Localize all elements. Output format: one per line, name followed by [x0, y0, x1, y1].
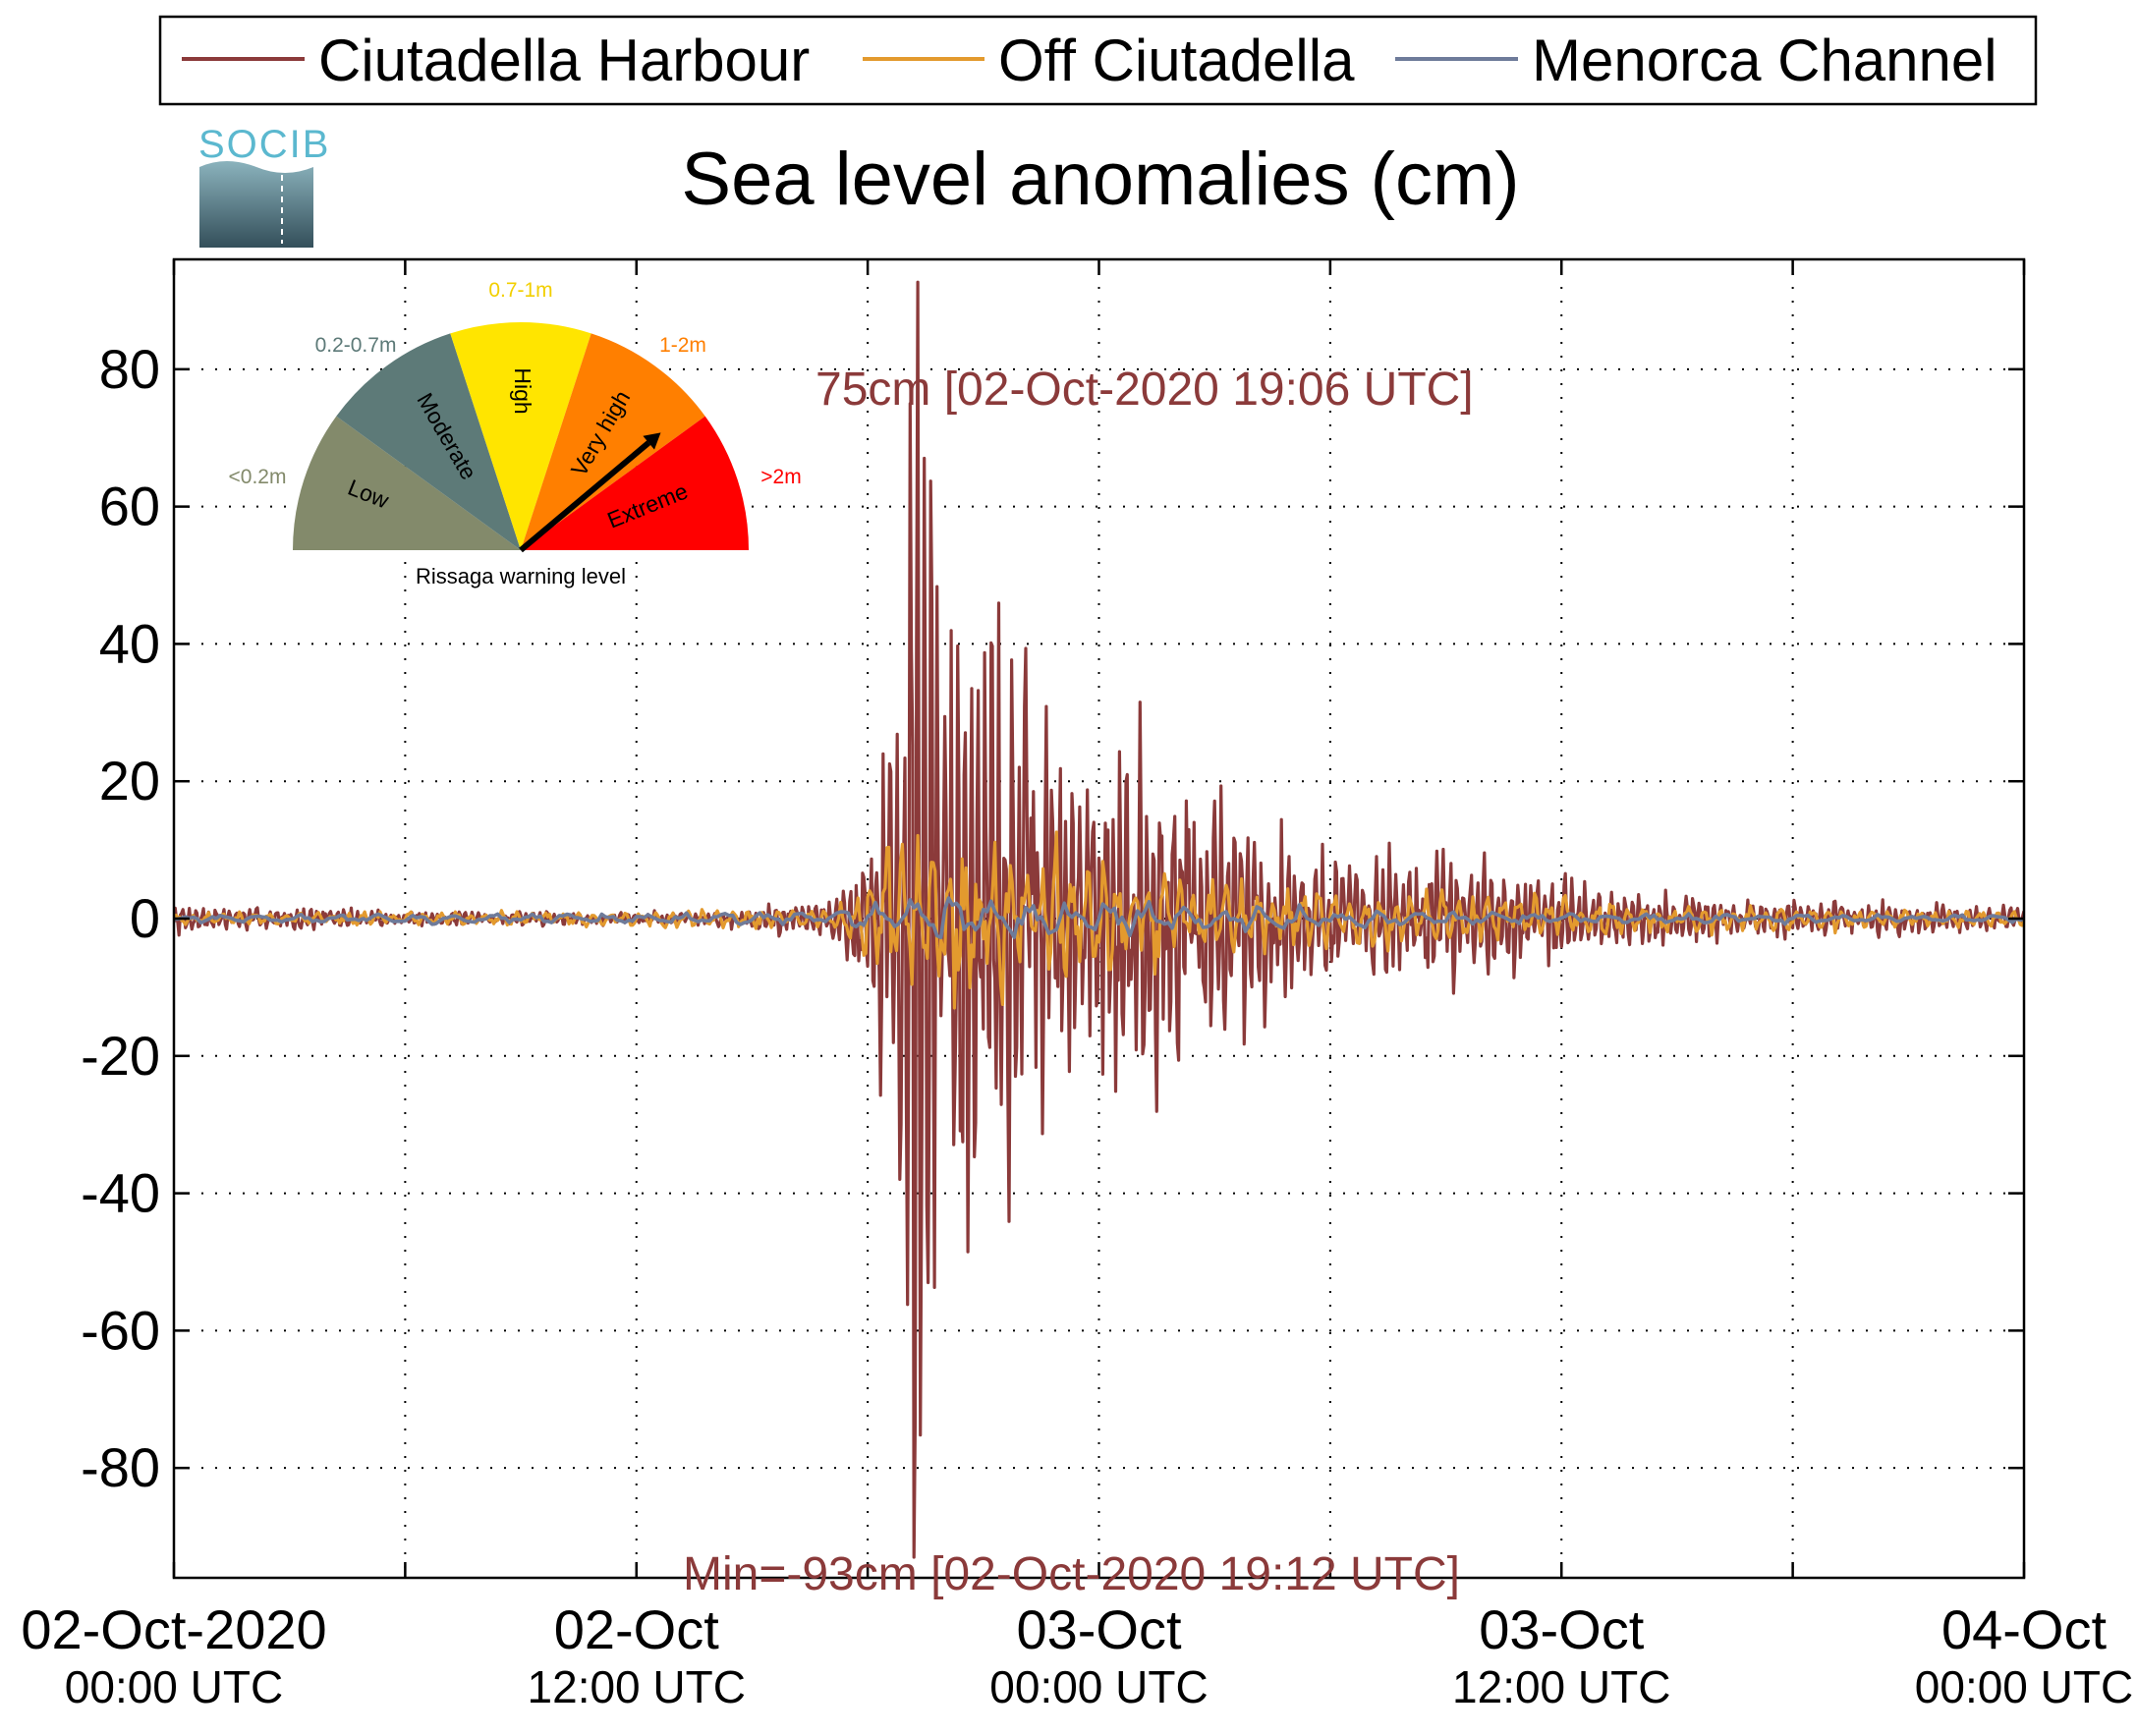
gauge-needle	[519, 440, 651, 553]
gauge-segment	[521, 416, 749, 550]
logo-text: SOCIB	[198, 123, 330, 166]
y-tick-label: 0	[130, 887, 160, 949]
legend-label-off: Off Ciutadella	[998, 28, 1355, 93]
gauge-segment	[521, 333, 705, 550]
x-tick-date: 02-Oct	[554, 1598, 719, 1660]
y-tick-label: -20	[81, 1025, 160, 1087]
x-tick-time: 00:00 UTC	[65, 1661, 283, 1712]
y-tick-label: 80	[99, 338, 160, 400]
max-annotation: 75cm [02-Oct-2020 19:06 UTC]	[815, 364, 1474, 416]
x-tick-time: 00:00 UTC	[1915, 1661, 2133, 1712]
gauge-range-label: <0.2m	[229, 466, 287, 488]
gauge-range-label: 0.2-0.7m	[315, 334, 397, 357]
gauge-range-label: 1-2m	[659, 334, 706, 357]
y-tick-label: -80	[81, 1436, 160, 1498]
chart-title: Sea level anomalies (cm)	[681, 138, 1519, 221]
min-annotation: Min=-93cm [02-Oct-2020 19:12 UTC]	[683, 1548, 1460, 1600]
gauge-range-label: >2m	[760, 466, 801, 488]
x-tick-date: 02-Oct-2020	[21, 1598, 326, 1660]
axis-ticks	[172, 259, 2026, 1578]
y-tick-label: 60	[99, 476, 160, 537]
x-tick-date: 03-Oct	[1479, 1598, 1644, 1660]
y-tick-label: 40	[99, 612, 160, 674]
y-tick-label: -40	[81, 1162, 160, 1224]
legend-label-channel: Menorca Channel	[1532, 28, 1997, 93]
x-tick-date: 04-Oct	[1941, 1598, 2107, 1660]
gauge-segment	[336, 333, 521, 550]
socib-logo-icon: SOCIB	[198, 123, 330, 248]
x-tick-time: 00:00 UTC	[989, 1661, 1208, 1712]
y-tick-label: -60	[81, 1299, 160, 1361]
gauge-segment-label: High	[510, 367, 535, 414]
gauge-caption: Rissaga warning level	[416, 564, 626, 588]
plot-frame	[172, 257, 2026, 1580]
legend-box	[158, 15, 2038, 106]
rissaga-warning-gauge: <0.2m Low0.2-0.7mModerate0.7-1mHigh1-2mVe…	[229, 279, 802, 588]
y-tick-label: 20	[99, 750, 160, 812]
legend-label-harbour: Ciutadella Harbour	[318, 28, 810, 93]
y-tick-labels: 80 60 40 20 0 -20 -40 -60 -80	[81, 338, 160, 1498]
x-tick-time: 12:00 UTC	[1452, 1661, 1670, 1712]
x-tick-time: 12:00 UTC	[528, 1661, 746, 1712]
gauge-segment	[293, 416, 521, 550]
series-line-menorca-channel	[174, 896, 2024, 939]
x-tick-date: 03-Oct	[1016, 1598, 1181, 1660]
gauge-needle-head	[643, 432, 661, 450]
legend: Ciutadella Harbour Off Ciutadella Menorc…	[158, 15, 2038, 106]
gauge-segment	[450, 322, 591, 550]
gauge-range-label: 0.7-1m	[488, 279, 552, 302]
